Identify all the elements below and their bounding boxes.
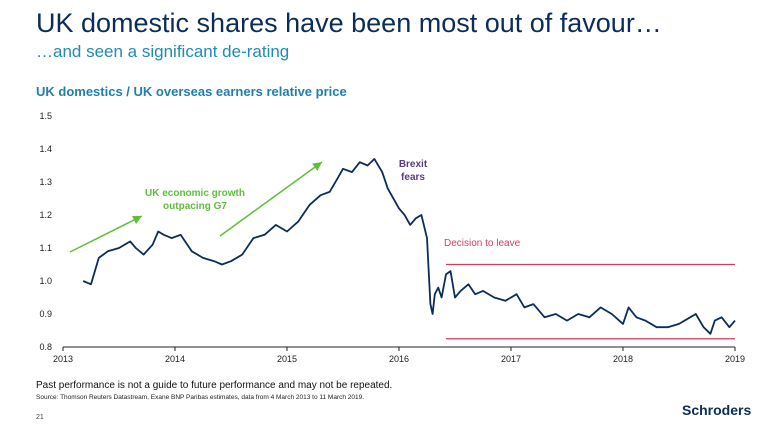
x-tick-label: 2015: [277, 354, 297, 364]
x-tick-label: 2018: [613, 354, 633, 364]
brexit-annotation-line1: Brexit: [399, 159, 428, 170]
x-tick-label: 2017: [501, 354, 521, 364]
y-tick-label: 1.1: [39, 243, 52, 253]
chart-annotations: UK economic growth outpacing G7 Brexit fear…: [69, 159, 521, 253]
disclaimer-text: Past performance is not a guide to futur…: [36, 380, 393, 391]
x-tick-label: 2013: [53, 354, 73, 364]
page-subtitle: …and seen a significant de-rating: [36, 42, 290, 61]
page-number: 21: [36, 414, 44, 421]
y-tick-label: 1.5: [39, 111, 52, 121]
y-tick-label: 1.3: [39, 177, 52, 187]
y-tick-label: 1.0: [39, 276, 52, 286]
y-tick-label: 0.8: [39, 342, 52, 352]
x-tick-label: 2019: [725, 354, 745, 364]
source-note: Source: Thomson Reuters Datastream, Exan…: [36, 394, 365, 401]
y-tick-label: 1.4: [39, 144, 52, 154]
chart-title: UK domestics / UK overseas earners relat…: [36, 84, 347, 99]
growth-annotation-line1: UK economic growth: [145, 188, 245, 199]
relative-price-chart: 2013 2014 2015 2016 2017 2018 2019 0.8 0.9 1.0 1.1…: [39, 111, 745, 364]
schroders-logo: Schroders: [682, 402, 752, 418]
chart-series: [82, 157, 736, 335]
brexit-annotation-line2: fears: [401, 172, 425, 183]
x-tick-label: 2014: [165, 354, 185, 364]
y-tick-label: 0.9: [39, 309, 52, 319]
reference-lines: [446, 263, 735, 340]
growth-arrow-1: [69, 215, 143, 253]
page-title: UK domestic shares have been most out of…: [36, 8, 662, 38]
growth-arrow-2: [219, 161, 323, 237]
decision-annotation: Decision to leave: [444, 238, 521, 249]
chart-axes: 2013 2014 2015 2016 2017 2018 2019 0.8 0.9 1.0 1.1…: [39, 111, 745, 364]
x-tick-label: 2016: [389, 354, 409, 364]
y-tick-label: 1.2: [39, 210, 52, 220]
series-line: [82, 157, 736, 335]
growth-annotation-line2: outpacing G7: [163, 201, 227, 212]
